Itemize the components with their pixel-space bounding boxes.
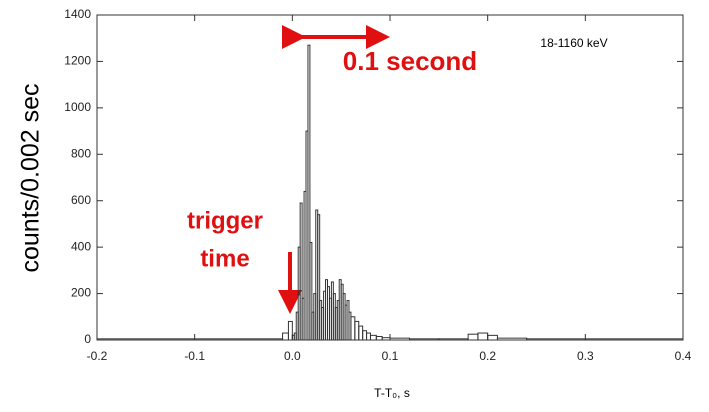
bar xyxy=(526,338,684,341)
bar xyxy=(477,332,489,341)
bar xyxy=(366,332,371,341)
y-tick-label: 800 xyxy=(71,146,91,160)
x-tick-label: 0.2 xyxy=(479,349,496,363)
bar xyxy=(381,337,391,341)
bar xyxy=(375,336,383,341)
bar xyxy=(438,338,469,341)
y-axis-label: counts/0.002 sec xyxy=(17,83,45,272)
x-tick-label: -0.2 xyxy=(87,349,108,363)
bar xyxy=(299,202,303,341)
y-tick-label: 600 xyxy=(71,193,91,207)
y-tick-label: 200 xyxy=(71,286,91,300)
y-tick-label: 0 xyxy=(84,332,91,346)
x-axis-label: T-T₀, s xyxy=(374,386,410,400)
bar xyxy=(409,338,440,341)
bar xyxy=(467,333,479,341)
bar xyxy=(354,320,360,341)
bar xyxy=(389,337,411,341)
bar xyxy=(369,334,377,341)
x-tick-label: -0.1 xyxy=(184,349,205,363)
y-tick-label: 1400 xyxy=(64,7,91,21)
x-tick-label: 0.1 xyxy=(382,349,399,363)
y-tick-label: 400 xyxy=(71,239,91,253)
x-tick-label: 0.3 xyxy=(577,349,594,363)
y-tick-label: 1000 xyxy=(64,100,91,114)
bar xyxy=(309,242,313,341)
trigger-label: time xyxy=(200,245,249,272)
x-tick-label: 0.4 xyxy=(675,349,692,363)
bar xyxy=(307,44,311,341)
bar xyxy=(282,332,289,341)
bar xyxy=(496,337,528,341)
bar xyxy=(362,330,368,341)
bar xyxy=(487,334,498,341)
trigger-label: trigger xyxy=(187,207,263,234)
bar xyxy=(287,320,293,341)
x-tick-label: 0.0 xyxy=(284,349,301,363)
energy-label: 18-1160 keV xyxy=(540,36,607,50)
histogram xyxy=(96,44,684,341)
bar xyxy=(96,338,284,341)
interval-label: 0.1 second xyxy=(343,46,477,76)
bar xyxy=(358,325,364,341)
bar xyxy=(350,316,356,341)
y-tick-label: 1200 xyxy=(64,54,91,68)
bar xyxy=(317,214,321,341)
